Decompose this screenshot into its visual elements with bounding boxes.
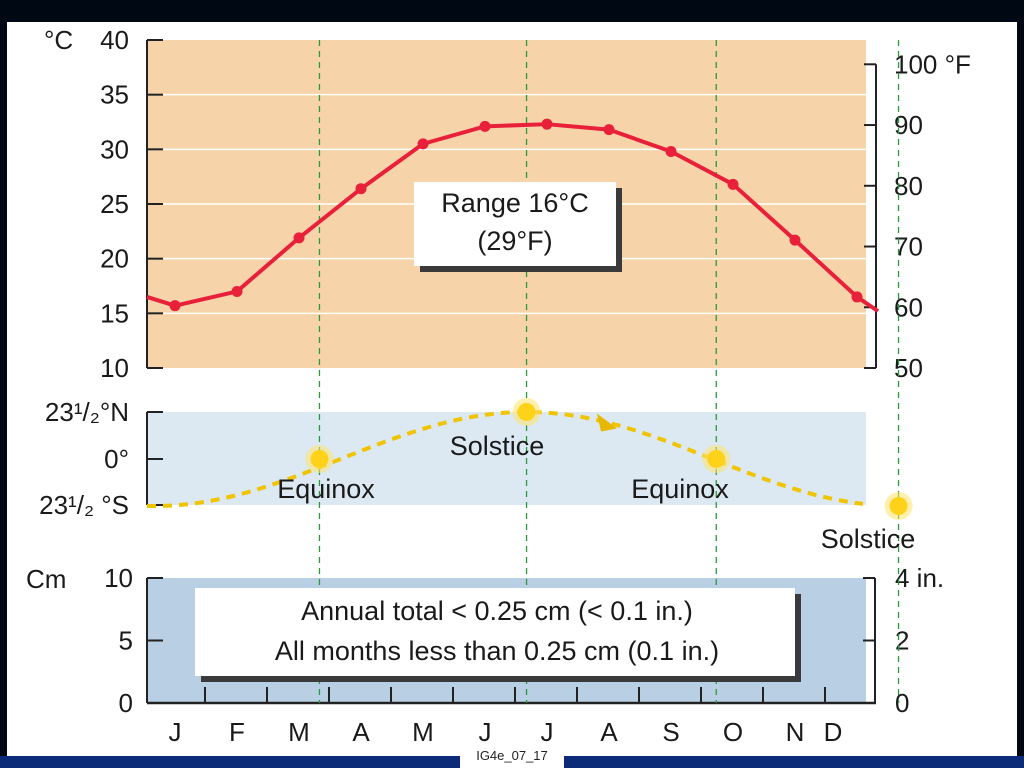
- sun-icon: [310, 450, 329, 468]
- temperature-point: [231, 285, 243, 297]
- fahrenheit-tick-label: 70: [894, 232, 923, 262]
- temperature-point: [417, 138, 429, 150]
- temperature-tick-label: 15: [100, 298, 129, 328]
- sun-event-label: Solstice: [450, 431, 545, 461]
- month-label: N: [786, 717, 805, 747]
- temperature-point: [665, 146, 677, 158]
- month-label: A: [600, 717, 618, 747]
- sun-event-label: Equinox: [277, 474, 375, 504]
- month-label: S: [662, 717, 679, 747]
- top-frame-bar: [0, 0, 1024, 22]
- declination-tick-label: 23¹/₂°N: [45, 397, 129, 427]
- sun-direction-arrow: [597, 413, 617, 432]
- footer-code: IG4e_07_17: [476, 748, 548, 763]
- sun-icon: [707, 450, 726, 468]
- temperature-unit-label: °C: [44, 25, 73, 55]
- temperature-point: [727, 178, 739, 190]
- fahrenheit-tick-label: 50: [894, 353, 923, 383]
- temperature-tick-label: 30: [100, 134, 129, 164]
- month-label: M: [412, 717, 434, 747]
- month-label: O: [723, 717, 743, 747]
- fahrenheit-tick-label: 90: [894, 110, 923, 140]
- temperature-tick-label: 10: [100, 353, 129, 383]
- precipitation-unit-label: Cm: [26, 564, 66, 594]
- precip-annotation-line2: All months less than 0.25 cm (0.1 in.): [275, 636, 719, 666]
- temperature-series-line: [146, 122, 880, 313]
- temperature-tick-label: 40: [100, 25, 129, 55]
- inch-tick-label: 0: [895, 688, 909, 718]
- fahrenheit-top-label: 100 °F: [894, 49, 971, 79]
- sun-event-label: Equinox: [631, 474, 729, 504]
- sun-icon: [889, 497, 908, 515]
- sun-event-label: Solstice: [821, 524, 916, 554]
- precipitation-tick-label: 10: [104, 563, 133, 593]
- temperature-point: [603, 124, 615, 136]
- temperature-point: [479, 120, 491, 132]
- left-frame-bar: [0, 0, 7, 768]
- declination-tick-label: 0°: [104, 444, 129, 474]
- month-label: J: [169, 717, 182, 747]
- precipitation-tick-label: 5: [119, 626, 133, 656]
- month-label: A: [352, 717, 370, 747]
- range-annotation-line1: Range 16°C: [441, 188, 588, 218]
- month-label: J: [479, 717, 492, 747]
- inch-tick-label: 2: [895, 626, 909, 656]
- temperature-tick-label: 25: [100, 189, 129, 219]
- precip-annotation-line1: Annual total < 0.25 cm (< 0.1 in.): [301, 596, 693, 626]
- temperature-tick-label: 20: [100, 244, 129, 274]
- footer-label-box: [460, 744, 564, 768]
- temperature-point: [789, 234, 801, 246]
- month-label: D: [824, 717, 843, 747]
- month-label: M: [288, 717, 310, 747]
- month-label: F: [229, 717, 245, 747]
- right-frame-bar: [1017, 0, 1024, 768]
- temperature-point: [293, 232, 305, 244]
- temperature-point: [541, 118, 553, 130]
- inch-tick-label: 4 in.: [895, 563, 944, 593]
- sun-path-line: [146, 410, 864, 508]
- declination-tick-label: 23¹/₂ °S: [39, 490, 129, 520]
- precip-box: [195, 588, 795, 676]
- sun-icon: [517, 403, 536, 421]
- temperature-tick-label: 35: [100, 80, 129, 110]
- temperature-point: [355, 183, 367, 195]
- range-annotation-line2: (29°F): [477, 226, 552, 256]
- range-box: [414, 182, 616, 266]
- temperature-point: [851, 291, 863, 303]
- month-label: J: [541, 717, 554, 747]
- sun-panel-bg: [147, 412, 866, 505]
- temperature-point: [169, 300, 181, 312]
- precipitation-tick-label: 0: [119, 688, 133, 718]
